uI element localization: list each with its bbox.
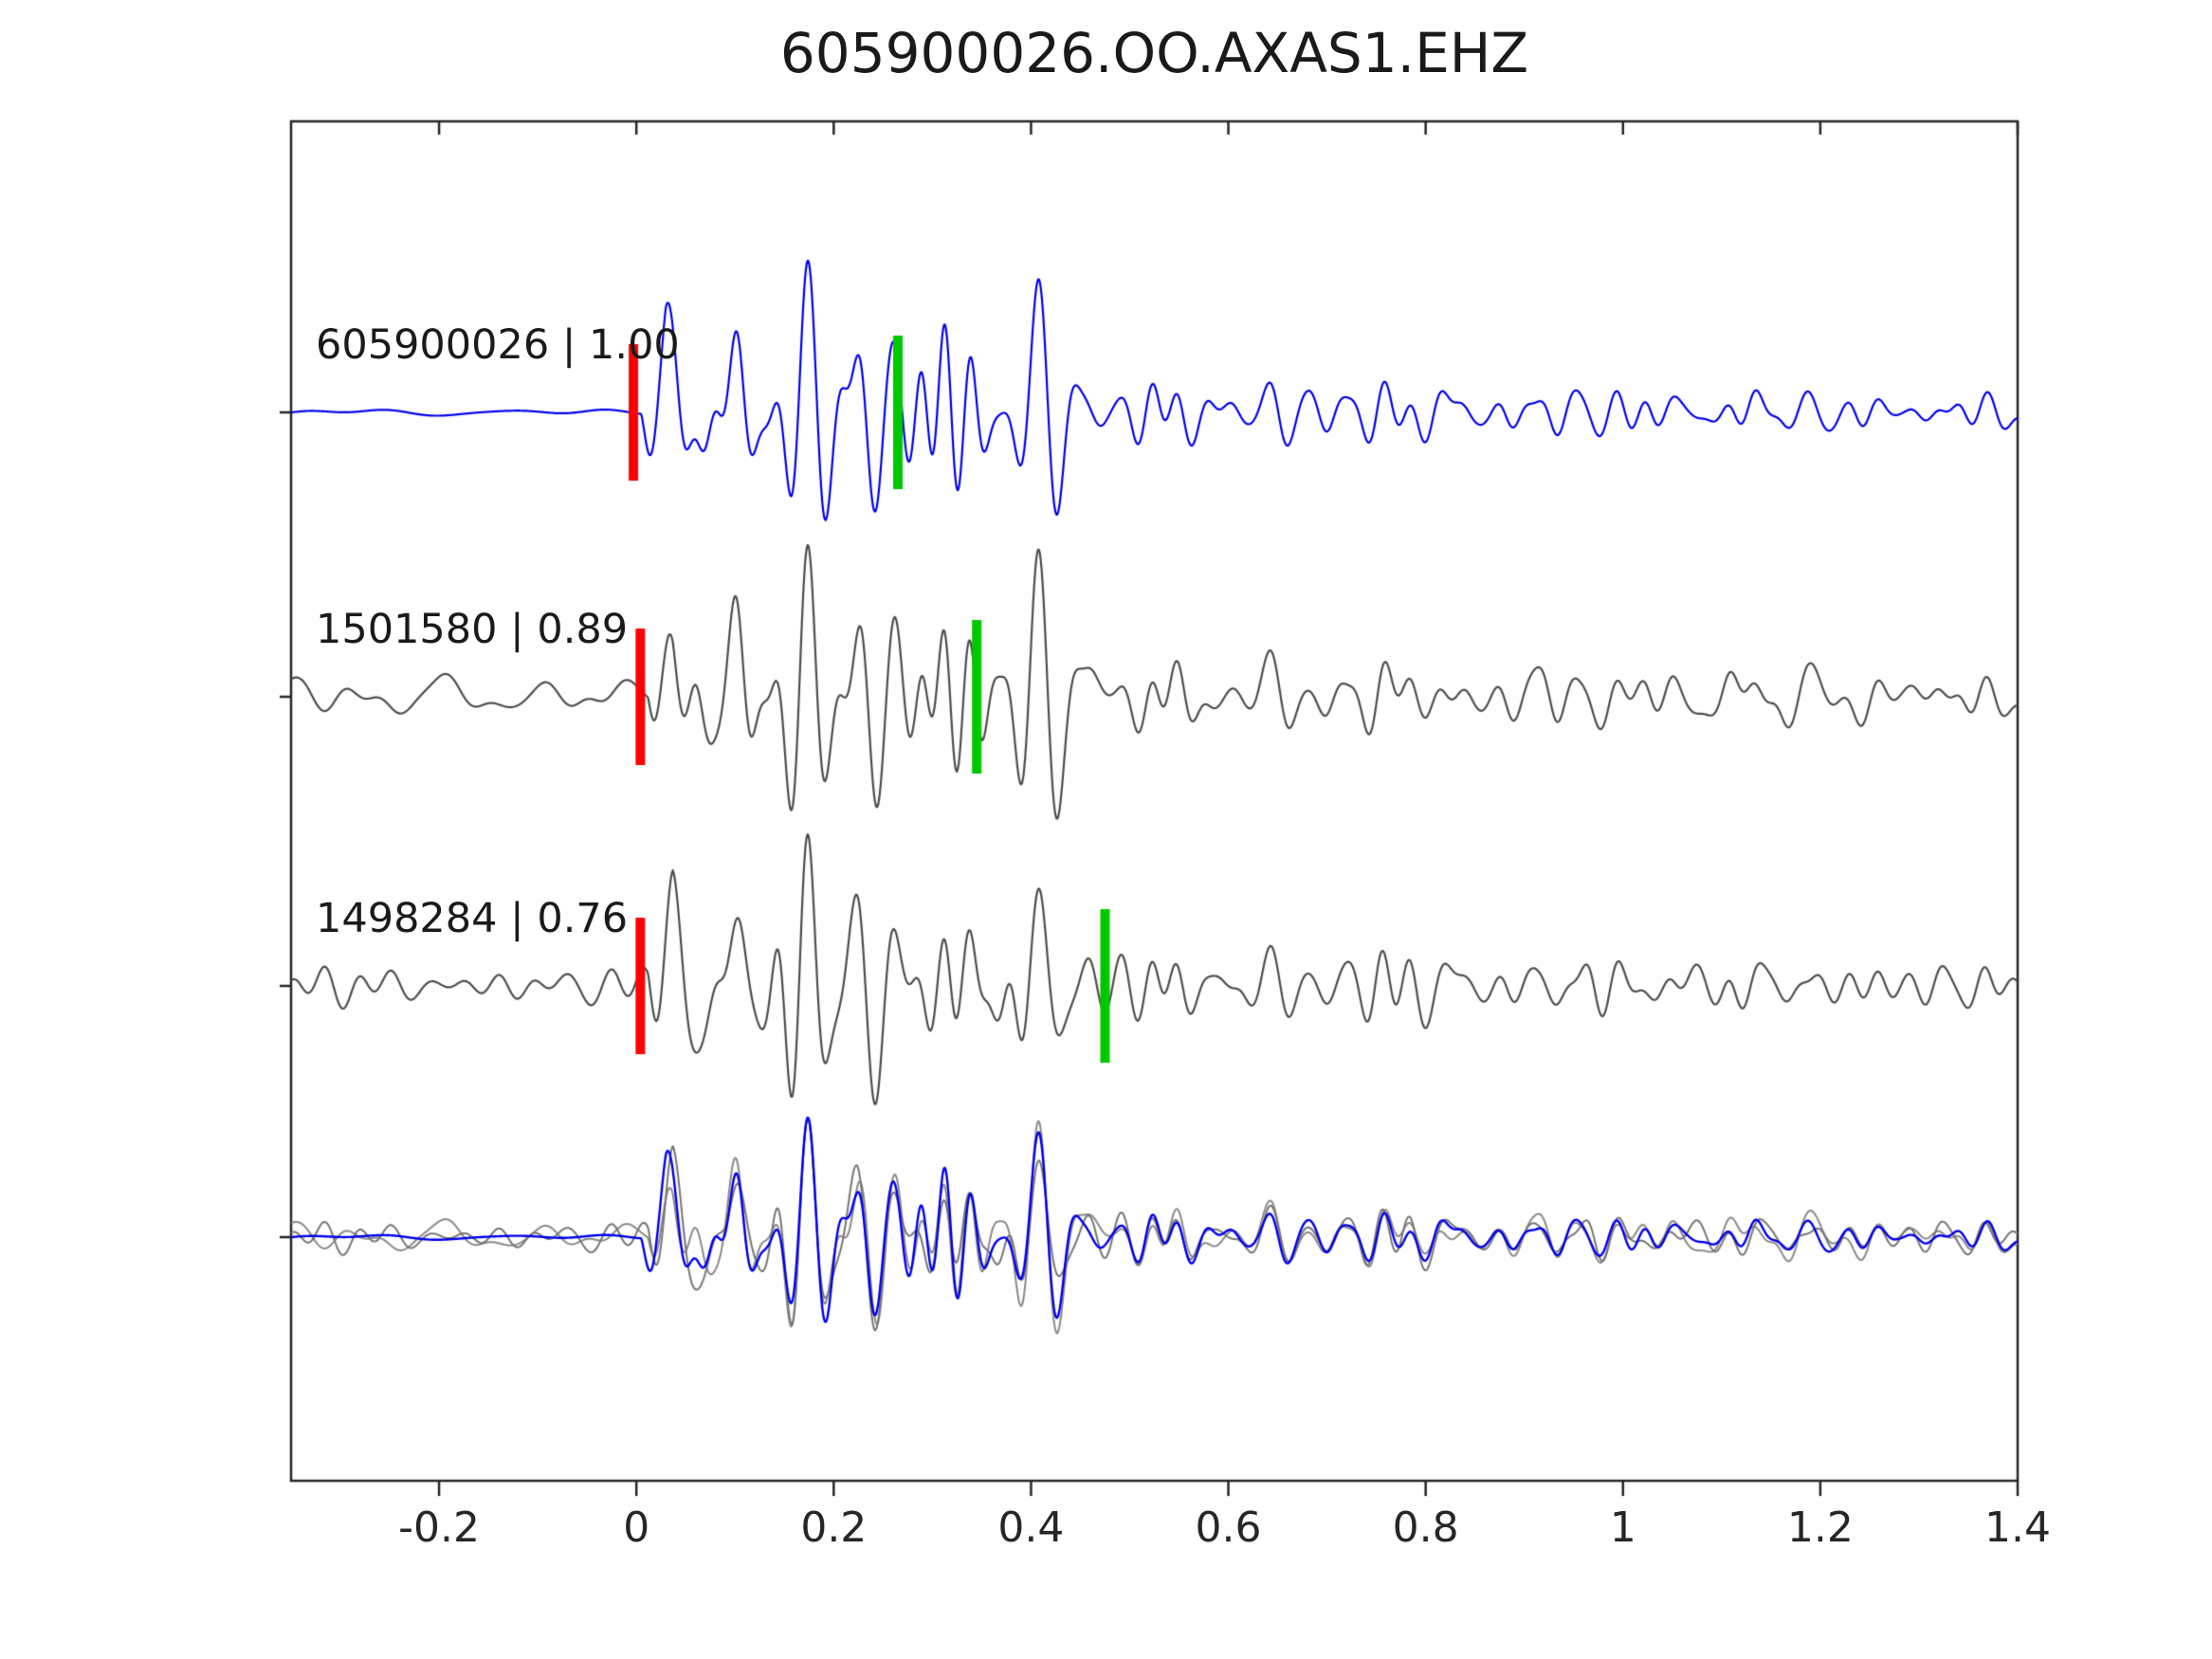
- x-tick-label: 0.6: [1195, 1504, 1262, 1552]
- chart-title: 605900026.OO.AXAS1.EHZ: [779, 21, 1529, 85]
- x-tick-label: 1.2: [1786, 1504, 1854, 1552]
- x-tick-label: 0.4: [997, 1504, 1065, 1552]
- trace-label: 1501580 | 0.89: [316, 606, 629, 653]
- trace-label: 605900026 | 1.00: [316, 321, 680, 370]
- trace-label: 1498284 | 0.76: [316, 895, 629, 943]
- x-tick-label: -0.2: [398, 1504, 481, 1552]
- x-tick-label: 0.8: [1392, 1504, 1459, 1552]
- x-tick-label: 0: [623, 1504, 650, 1552]
- x-tick-label: 1: [1609, 1504, 1636, 1552]
- x-tick-label: 1.4: [1984, 1504, 2051, 1552]
- x-tick-label: 0.2: [800, 1504, 868, 1552]
